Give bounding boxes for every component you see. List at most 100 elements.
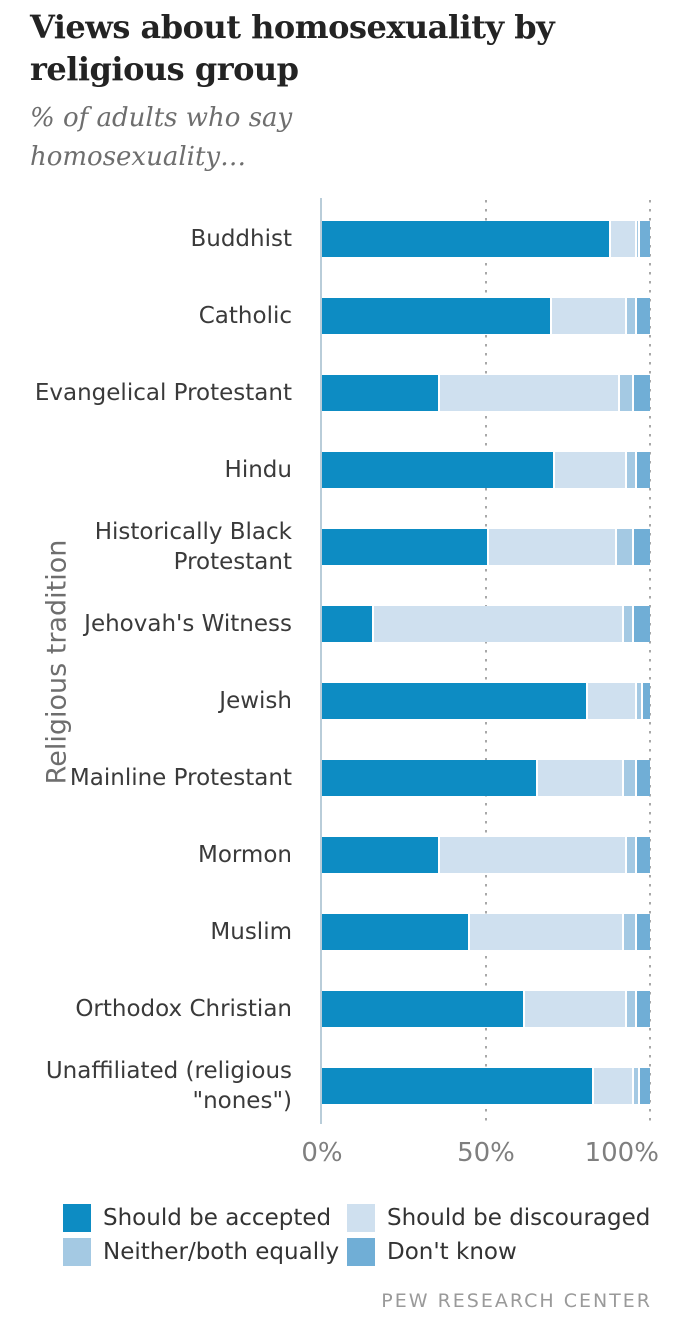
gridline-100 [649,200,651,1124]
legend-label-should-be-discouraged: Should be discouraged [387,1205,651,1231]
legend-label-neither-both-equally: Neither/both equally [103,1239,340,1265]
category-label-unaffiliated-religious-nones: Unaffiliated (religious "nones") [45,1057,292,1114]
stacked-bar-historically-black-protestant [322,528,650,565]
stacked-bar-jewish [322,682,650,719]
category-label-historically-black-protestant: Historically Black Protestant [94,518,292,575]
stacked-bar-orthodox-christian [322,990,650,1027]
bar-segment-should-be-accepted [322,1067,595,1104]
bar-segment-should-be-accepted [322,682,588,719]
bar-segment-don-t-know [636,836,650,873]
bar-segment-don-t-know [636,297,650,334]
bar-segment-don-t-know [633,374,650,411]
bar-segment-neither-both-equally [620,374,634,411]
bar-segment-don-t-know [633,528,650,565]
category-label-muslim: Muslim [210,918,292,945]
legend-item-should-be-discouraged: Should be discouraged [347,1202,650,1234]
category-label-column: Buddhist Catholic Evangelical Protestant Hi… [20,200,292,1124]
bar-row-buddhist [322,200,650,277]
category-label-jewish: Jewish [219,687,292,714]
chart-legend: Should be accepted Should be discouraged N… [63,1202,650,1268]
stacked-bar-buddhist [322,220,650,257]
bar-row-catholic [322,277,650,354]
bar-row-hindu [322,431,650,508]
bar-segment-neither-both-equally [636,682,644,719]
bar-segment-should-be-discouraged [587,682,637,719]
bar-segment-should-be-accepted [322,913,470,950]
bar-segment-neither-both-equally [633,1067,641,1104]
bar-segment-should-be-accepted [322,605,375,642]
bar-segment-should-be-discouraged [489,528,618,565]
category-label-mormon: Mormon [197,841,292,868]
bar-row-unaffiliated-religious-nones [322,1047,650,1124]
stacked-bar-unaffiliated-religious-nones [322,1067,650,1104]
y-axis-line [320,198,322,1124]
legend-swatch-should-be-accepted [63,1204,91,1232]
bar-row-historically-black-protestant [322,508,650,585]
bar-row-jewish [322,662,650,739]
bar-segment-should-be-discouraged [594,1067,634,1104]
bar-segment-should-be-accepted [322,836,441,873]
legend-label-should-be-accepted: Should be accepted [103,1205,332,1231]
bar-segment-should-be-accepted [322,759,539,796]
legend-item-neither-both-equally: Neither/both equally [63,1236,347,1268]
bar-segment-should-be-accepted [322,528,490,565]
bar-segment-don-t-know [640,220,650,257]
title-line-2: religious group [30,50,299,88]
legend-swatch-don-t-know [347,1238,375,1266]
bar-segment-should-be-discouraged [610,220,637,257]
legend-label-don-t-know: Don't know [387,1239,517,1265]
bar-segment-should-be-accepted [322,451,555,488]
bar-segment-neither-both-equally [627,451,637,488]
stacked-bar-hindu [322,451,650,488]
bar-segment-should-be-discouraged [469,913,624,950]
bar-row-muslim [322,893,650,970]
bar-segment-don-t-know [640,1067,650,1104]
legend-swatch-should-be-discouraged [347,1204,375,1232]
x-tick-100: 100% [584,1138,659,1168]
bar-segment-should-be-accepted [322,297,552,334]
bar-segment-should-be-accepted [322,220,611,257]
bar-segment-don-t-know [636,913,650,950]
category-label-hindu: Hindu [224,456,292,483]
bar-segment-should-be-discouraged [551,297,628,334]
bar-row-mormon [322,816,650,893]
bar-segment-should-be-accepted [322,374,441,411]
bar-segment-don-t-know [633,605,650,642]
bar-row-mainline-protestant [322,739,650,816]
legend-item-don-t-know: Don't know [347,1236,650,1268]
category-label-mainline-protestant: Mainline Protestant [69,764,292,791]
category-label-buddhist: Buddhist [190,225,292,252]
bar-segment-don-t-know [636,990,650,1027]
bar-segment-don-t-know [643,682,650,719]
bar-segment-neither-both-equally [627,297,637,334]
bar-segment-should-be-discouraged [554,451,628,488]
source-attribution: PEW RESEARCH CENTER [381,1290,652,1312]
stacked-bar-catholic [322,297,650,334]
bar-segment-should-be-discouraged [525,990,628,1027]
bar-segment-neither-both-equally [623,913,637,950]
stacked-bar-mainline-protestant [322,759,650,796]
bar-segment-neither-both-equally [627,836,637,873]
bar-segment-neither-both-equally [617,528,634,565]
x-tick-50: 50% [457,1138,515,1168]
bar-segment-neither-both-equally [636,220,641,257]
bar-segment-should-be-discouraged [374,605,624,642]
chart-subtitle: % of adults who say homosexuality… [30,99,390,177]
subtitle-line-2: homosexuality… [30,142,247,172]
category-label-orthodox-christian: Orthodox Christian [75,995,292,1022]
bar-row-jehovah-s-witness [322,585,650,662]
stacked-bar-evangelical-protestant [322,374,650,411]
bar-segment-neither-both-equally [623,605,634,642]
bar-segment-don-t-know [636,451,650,488]
category-label-jehovah-s-witness: Jehovah's Witness [84,610,292,637]
bar-segment-neither-both-equally [623,759,637,796]
plot-area [320,198,651,1124]
subtitle-line-1: % of adults who say [30,103,293,133]
bar-row-evangelical-protestant [322,354,650,431]
legend-swatch-neither-both-equally [63,1238,91,1266]
stacked-bar-mormon [322,836,650,873]
legend-item-should-be-accepted: Should be accepted [63,1202,347,1234]
stacked-bar-muslim [322,913,650,950]
x-tick-0: 0% [301,1138,343,1168]
bar-segment-should-be-discouraged [538,759,624,796]
